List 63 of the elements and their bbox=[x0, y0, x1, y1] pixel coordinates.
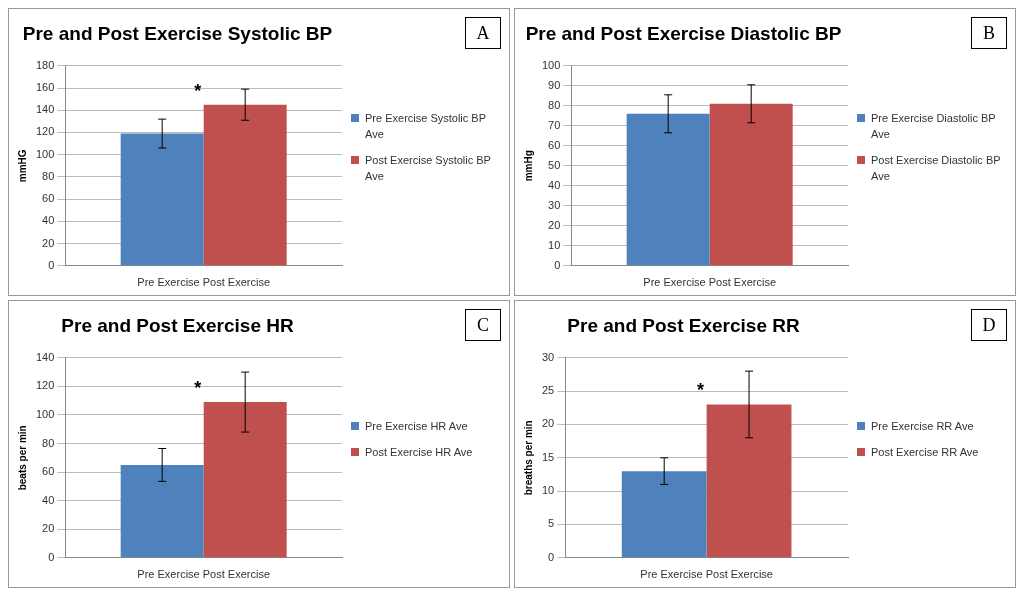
y-tick-label: 140 bbox=[35, 350, 55, 363]
y-tick-label: 60 bbox=[548, 138, 561, 151]
chart-title: Pre and Post Exercise RR bbox=[567, 314, 800, 336]
legend-label: Post Exercise HR Ave bbox=[365, 445, 473, 460]
legend-label: Post Exercise Systolic BP Ave bbox=[365, 153, 492, 184]
x-tick-label: Pre Exercise Post Exercise bbox=[137, 276, 270, 289]
y-tick-label: 25 bbox=[541, 384, 555, 397]
y-tick-label: 180 bbox=[35, 58, 55, 71]
y-tick-label: 20 bbox=[42, 236, 55, 249]
y-tick-label: 60 bbox=[42, 465, 55, 478]
y-tick-label: 80 bbox=[548, 98, 561, 111]
chart-title: Pre and Post Exercise Systolic BP bbox=[22, 22, 333, 44]
y-tick-label: 0 bbox=[48, 550, 55, 563]
legend-label: Pre Exercise Diastolic BP Ave bbox=[871, 111, 997, 142]
text: C bbox=[465, 309, 501, 341]
text: A bbox=[465, 17, 501, 49]
legend-label: Post Exercise Diastolic BP Ave bbox=[871, 153, 1002, 184]
y-tick-label: 160 bbox=[35, 81, 55, 94]
y-tick-label: 0 bbox=[548, 550, 555, 563]
y-tick-label: 40 bbox=[42, 214, 55, 227]
y-tick-label: 120 bbox=[35, 379, 55, 392]
legend-label: Post Exercise RR Ave bbox=[871, 445, 979, 460]
x-tick-label: Pre Exercise Post Exercise bbox=[643, 276, 776, 289]
chart-title: Pre and Post Exercise Diastolic BP bbox=[525, 22, 842, 44]
y-axis-title: breaths per min bbox=[522, 420, 534, 496]
y-tick-label: 15 bbox=[541, 450, 555, 463]
y-axis-title: mmHg bbox=[522, 150, 534, 182]
y-tick-label: 40 bbox=[548, 178, 561, 191]
y-tick-label: 0 bbox=[554, 258, 561, 271]
y-tick-label: 120 bbox=[35, 125, 55, 138]
annotation: * bbox=[194, 378, 202, 399]
y-tick-label: 80 bbox=[42, 169, 55, 182]
legend-label: Pre Exercise Systolic BP Ave bbox=[365, 111, 487, 142]
y-tick-label: 60 bbox=[42, 192, 55, 205]
y-tick-label: 20 bbox=[548, 218, 561, 231]
y-tick-label: 100 bbox=[541, 58, 561, 71]
y-tick-label: 5 bbox=[548, 517, 555, 530]
y-axis-title: mmHG bbox=[16, 149, 28, 183]
y-tick-label: 0 bbox=[48, 258, 55, 271]
y-tick-label: 10 bbox=[541, 484, 555, 497]
text: D bbox=[971, 309, 1007, 341]
y-tick-label: 140 bbox=[35, 103, 55, 116]
annotation: * bbox=[194, 80, 202, 101]
y-tick-label: 90 bbox=[548, 78, 561, 91]
y-tick-label: 10 bbox=[548, 238, 561, 251]
annotation: * bbox=[697, 380, 705, 401]
y-tick-label: 40 bbox=[42, 493, 55, 506]
legend-label: Pre Exercise RR Ave bbox=[871, 419, 974, 434]
chart-title: Pre and Post Exercise HR bbox=[61, 314, 294, 336]
y-axis-title: beats per min bbox=[16, 425, 28, 491]
y-tick-label: 70 bbox=[548, 118, 561, 131]
y-tick-label: 80 bbox=[42, 436, 55, 449]
text: B bbox=[971, 17, 1007, 49]
x-tick-label: Pre Exercise Post Exercise bbox=[640, 568, 773, 581]
y-tick-label: 30 bbox=[541, 350, 555, 363]
y-tick-label: 50 bbox=[548, 158, 561, 171]
y-tick-label: 20 bbox=[42, 522, 55, 535]
y-tick-label: 100 bbox=[35, 407, 55, 420]
y-tick-label: 20 bbox=[541, 417, 555, 430]
x-tick-label: Pre Exercise Post Exercise bbox=[137, 568, 270, 581]
y-tick-label: 100 bbox=[35, 147, 55, 160]
y-tick-label: 30 bbox=[548, 198, 561, 211]
legend-label: Pre Exercise HR Ave bbox=[365, 419, 468, 434]
